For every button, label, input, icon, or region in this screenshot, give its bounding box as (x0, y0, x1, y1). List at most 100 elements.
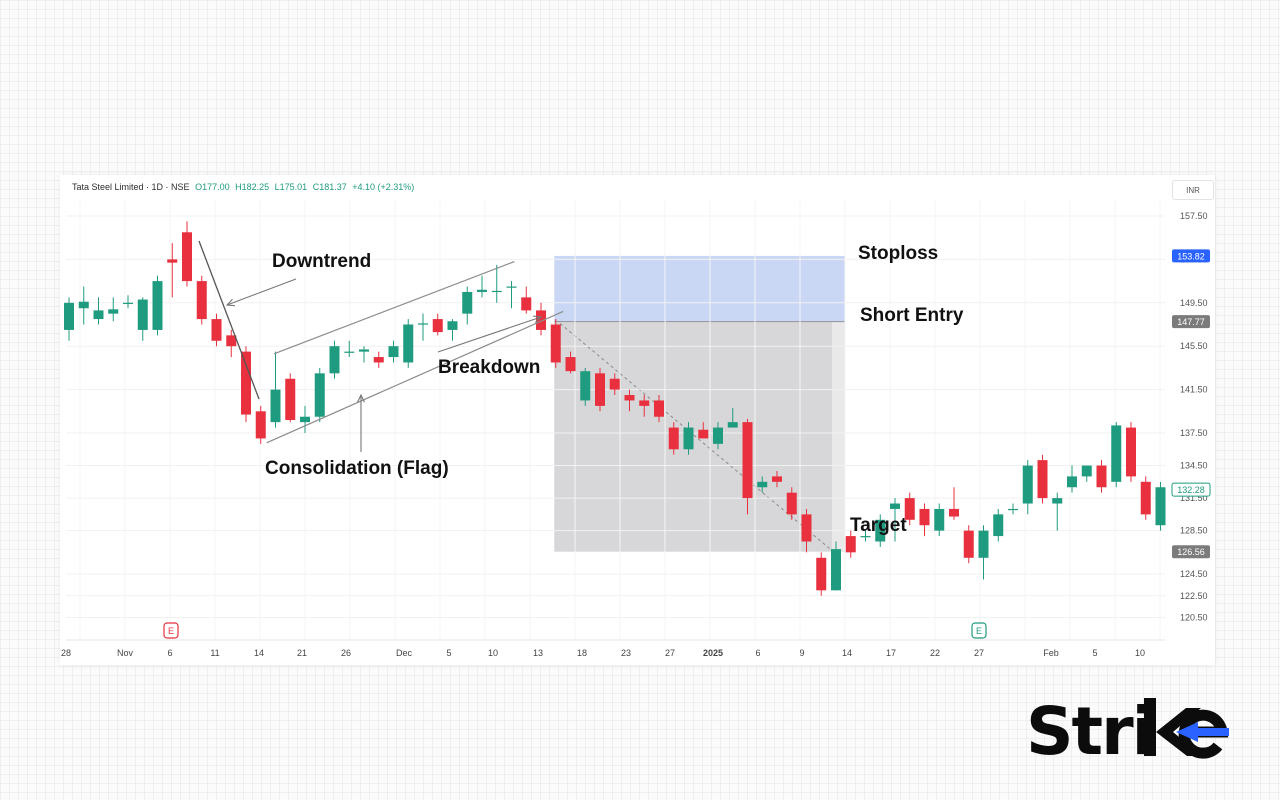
candle-body (1022, 465, 1033, 504)
candle-body (1037, 460, 1048, 499)
price-tag: 147.77 (1172, 315, 1210, 329)
x-tick-label: 10 (1135, 648, 1145, 658)
candle-body (123, 302, 133, 304)
price-tag: 126.56 (1172, 545, 1210, 559)
candle-body (329, 346, 340, 374)
candle-body (285, 378, 296, 420)
candle-body (1008, 508, 1018, 511)
candle-body (1096, 465, 1107, 488)
trade-path (559, 323, 832, 551)
candle-body (255, 411, 266, 439)
candle-body (772, 476, 782, 482)
candle-body (786, 492, 797, 515)
candle-body (314, 373, 325, 417)
y-tick-label: 149.50 (1180, 298, 1208, 308)
candle-body (654, 400, 664, 417)
currency-selector[interactable]: INR (1172, 180, 1214, 200)
price-tag: 153.82 (1172, 249, 1210, 263)
high-value: H182.25 (235, 182, 270, 192)
candle-body (211, 319, 222, 341)
candle-body (904, 498, 915, 520)
candle-body (875, 519, 886, 542)
strike-logo-mark: Stri (1026, 693, 1229, 770)
x-tick-label: 21 (297, 648, 307, 658)
earnings-marker-label: E (168, 626, 174, 636)
downtrend-line (198, 240, 260, 400)
annotation-label: Stoploss (858, 243, 938, 264)
candles (64, 221, 1166, 596)
candle-body (919, 508, 930, 526)
candle-body (668, 427, 679, 450)
candle-body (432, 319, 443, 333)
low-value: L175.01 (274, 182, 308, 192)
candle-body (742, 422, 753, 499)
candle-body (241, 351, 251, 415)
x-tick-label: Dec (396, 648, 413, 658)
price-tag-label: 132.28 (1177, 485, 1205, 495)
candle-body (491, 290, 502, 293)
x-tick-label: 27 (665, 648, 675, 658)
candle-body (639, 400, 650, 406)
candle-body (845, 536, 856, 553)
x-tick-label: 6 (755, 648, 760, 658)
x-tick-label: Feb (1043, 648, 1059, 658)
candle-body (1155, 487, 1166, 526)
grid-lines (66, 200, 1165, 641)
ohlc-header: Tata Steel Limited · 1D · NSE O177.00 H1… (72, 182, 417, 192)
candle-body (580, 371, 591, 401)
earnings-marker-box (971, 622, 987, 639)
x-tick-label: 2025 (703, 648, 723, 658)
candle-body (388, 346, 399, 358)
price-tag-label: 153.82 (1177, 251, 1205, 261)
candle-body (403, 324, 414, 363)
price-tag-box (1172, 315, 1210, 329)
downtrend-arrow (226, 278, 297, 306)
candle-body (831, 549, 841, 591)
flag-lower-line (266, 310, 564, 444)
candle-body (196, 281, 207, 320)
open-value: O177.00 (195, 182, 230, 192)
candle-body (727, 422, 738, 428)
profit-zone-edge (832, 321, 845, 552)
x-tick-label: 14 (842, 648, 852, 658)
annotation-label: Downtrend (272, 251, 371, 272)
candle-body (78, 301, 89, 309)
x-tick-label: 6 (167, 648, 172, 658)
candle-body (609, 378, 620, 390)
y-tick-label: 145.50 (1180, 341, 1208, 351)
price-tag-label: 147.77 (1177, 317, 1205, 327)
candle-body (506, 286, 517, 288)
candle-body (816, 557, 827, 591)
annotation-label: Breakdown (438, 357, 540, 378)
stoploss-zone (554, 255, 845, 322)
candle-body (1140, 481, 1151, 515)
price-tag-box (1171, 482, 1211, 497)
y-tick-label: 137.50 (1180, 428, 1208, 438)
candle-body (1067, 476, 1077, 488)
symbol-label: Tata Steel Limited · 1D · NSE (72, 182, 190, 192)
candle-body (993, 514, 1004, 537)
x-tick-label: 26 (341, 648, 351, 658)
x-tick-label: 23 (621, 648, 631, 658)
change-value: +4.10 (+2.31%) (352, 182, 415, 192)
x-tick-label: 13 (533, 648, 543, 658)
candle-body (270, 389, 281, 423)
candle-body (137, 299, 148, 330)
candle-body (1126, 427, 1136, 477)
y-tick-label: 128.50 (1180, 526, 1208, 536)
candle-body (550, 324, 561, 363)
candle-body (477, 289, 487, 292)
candle-body (447, 321, 458, 330)
candle-body (934, 508, 945, 531)
candle-body (152, 281, 163, 330)
candle-body (182, 232, 192, 282)
earnings-marker: E (971, 622, 987, 639)
x-tick-label: 14 (254, 648, 264, 658)
candle-body (713, 427, 723, 444)
candle-body (949, 508, 959, 517)
candle-body (1111, 425, 1122, 482)
x-tick-label: 17 (886, 648, 896, 658)
price-tag-label: 126.56 (1177, 547, 1205, 557)
